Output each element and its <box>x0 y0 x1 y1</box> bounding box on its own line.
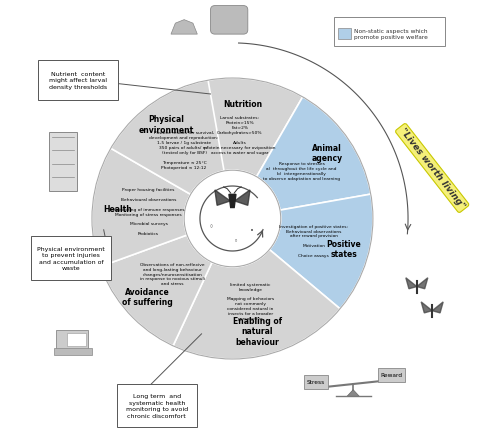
FancyBboxPatch shape <box>50 133 78 191</box>
Text: Non-static aspects which
promote positive welfare: Non-static aspects which promote positiv… <box>354 29 428 40</box>
Polygon shape <box>173 250 340 359</box>
FancyBboxPatch shape <box>38 61 118 100</box>
FancyBboxPatch shape <box>54 348 92 355</box>
Text: Nutrient  content
might affect larval
density thresholds: Nutrient content might affect larval den… <box>48 72 107 89</box>
Text: Long term  and
systematic health
monitoring to avoid
chronic discomfort: Long term and systematic health monitori… <box>126 393 188 418</box>
Text: Stress: Stress <box>306 379 325 385</box>
Text: ◦: ◦ <box>234 238 238 244</box>
Text: ▲: ▲ <box>228 11 236 20</box>
Text: Reward: Reward <box>380 372 402 378</box>
Text: Physical
environment: Physical environment <box>138 115 194 134</box>
FancyBboxPatch shape <box>116 385 197 427</box>
Polygon shape <box>215 191 230 206</box>
Text: Investigation of positive states:
Behavioural observations
after reward provisio: Investigation of positive states: Behavi… <box>280 224 348 258</box>
Polygon shape <box>184 79 302 177</box>
FancyBboxPatch shape <box>334 18 445 46</box>
Text: Nutrition: Nutrition <box>223 100 262 109</box>
Polygon shape <box>406 278 417 289</box>
Polygon shape <box>421 302 432 313</box>
FancyBboxPatch shape <box>304 375 328 389</box>
Text: Enabling of
natural
behaviour: Enabling of natural behaviour <box>233 316 282 346</box>
Polygon shape <box>234 191 250 206</box>
Polygon shape <box>111 81 224 195</box>
Polygon shape <box>229 195 236 208</box>
Polygon shape <box>347 390 360 396</box>
FancyBboxPatch shape <box>31 237 112 280</box>
Polygon shape <box>100 236 212 346</box>
Text: Larval substrates:
Protein>15%
Fat>2%
Carbohydrates>50%

Adults
protein necessar: Larval substrates: Protein>15% Fat>2% Ca… <box>204 116 276 154</box>
FancyBboxPatch shape <box>56 330 88 351</box>
Text: Proper housing facilities

Behavioural observations

Monitoring of immune respon: Proper housing facilities Behavioural ob… <box>112 187 184 236</box>
Circle shape <box>184 171 280 267</box>
Text: ◦: ◦ <box>208 222 214 231</box>
FancyBboxPatch shape <box>338 29 351 40</box>
Text: Animal
agency: Animal agency <box>311 143 342 163</box>
FancyBboxPatch shape <box>378 368 405 382</box>
Text: "Lives worth living": "Lives worth living" <box>398 127 466 211</box>
Text: Observations of non-reflexive
and long-lasting behaviour
changes/neurosensitisat: Observations of non-reflexive and long-l… <box>140 262 205 286</box>
Text: Response to stresses
a)  throughout the life cycle and
b)  intergenerationally
t: Response to stresses a) throughout the l… <box>263 162 340 180</box>
Polygon shape <box>270 194 373 309</box>
Text: Positive
states: Positive states <box>326 239 361 258</box>
Polygon shape <box>92 149 190 267</box>
Text: Physical environment
to prevent injuries
and accumulation of
waste: Physical environment to prevent injuries… <box>37 246 105 271</box>
FancyBboxPatch shape <box>68 333 86 346</box>
Text: •: • <box>250 227 254 233</box>
Text: Avoidance
of suffering: Avoidance of suffering <box>122 287 173 306</box>
Polygon shape <box>256 98 371 211</box>
FancyBboxPatch shape <box>210 7 248 35</box>
Text: Positive results for survival,
development and reproduction:
1-5 larvae / 1g sub: Positive results for survival, developme… <box>150 131 218 169</box>
Text: limited systematic
knowledge

Mapping of behaviors
not commonly
considered natur: limited systematic knowledge Mapping of … <box>227 282 274 320</box>
Polygon shape <box>171 21 198 35</box>
Polygon shape <box>432 302 443 313</box>
Polygon shape <box>417 278 428 289</box>
Text: Health: Health <box>104 205 132 213</box>
